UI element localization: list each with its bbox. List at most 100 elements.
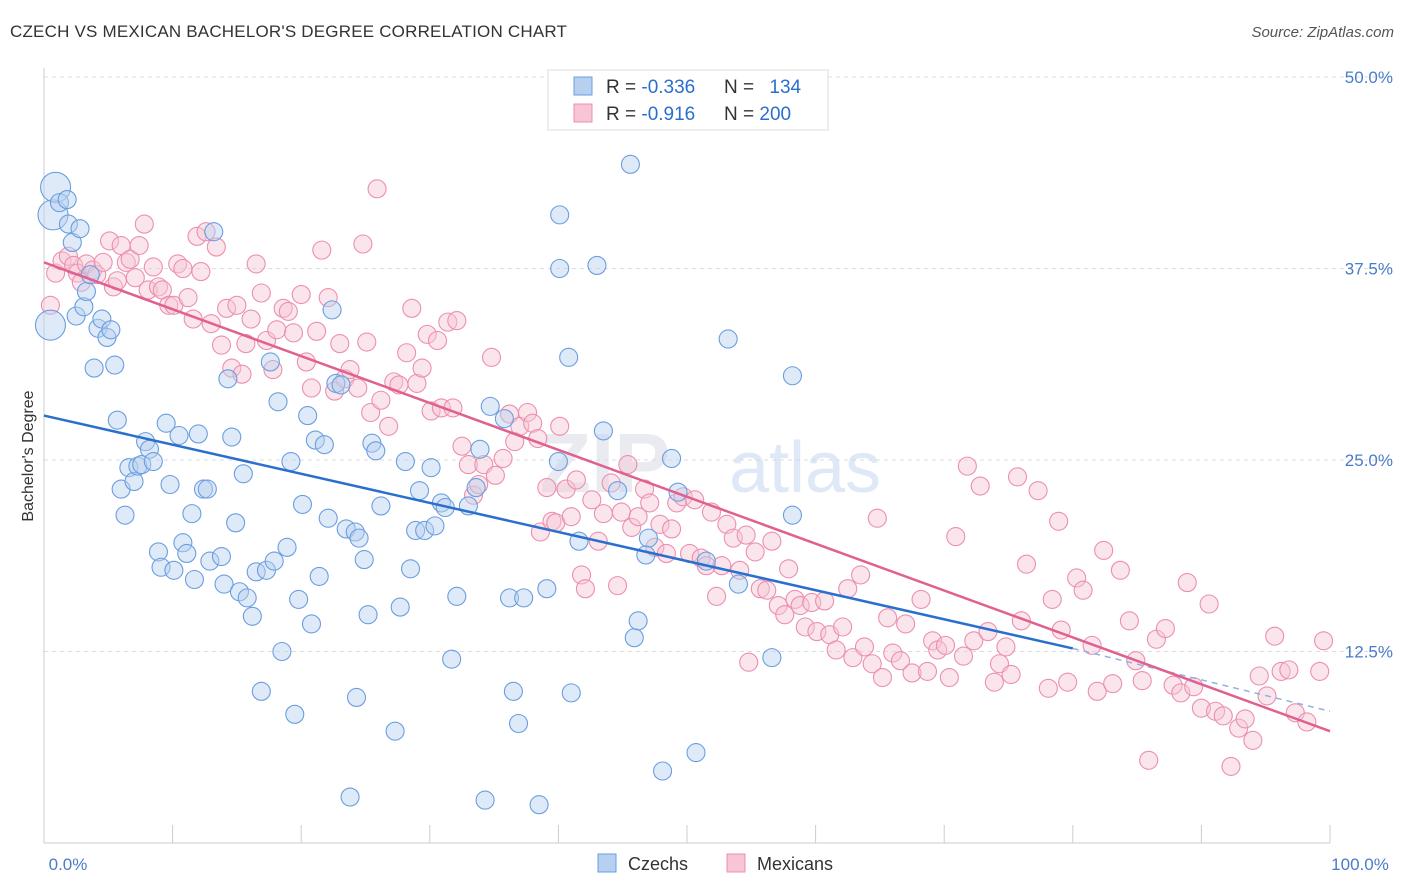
point-mexicans-112 [628,507,648,527]
svg-text:N = 134: N = 134 [724,77,802,98]
point-mexicans-173 [984,672,1004,692]
point-mexicans-140 [785,589,805,609]
point-mexicans-183 [1049,511,1069,531]
legend-n-label-czechs: N = [724,77,759,98]
point-mexicans-159 [896,614,916,634]
point-czechs-5 [58,214,78,234]
point-mexicans-57 [330,334,350,354]
point-mexicans-132 [739,652,759,672]
point-czechs-104 [514,588,534,608]
point-czechs-30 [156,413,176,433]
point-mexicans-95 [537,478,557,498]
point-czechs-40 [197,479,217,499]
point-czechs-128 [782,505,803,525]
point-czechs-114 [608,481,628,501]
point-mexicans-201 [1177,573,1197,593]
point-czechs-105 [529,795,549,815]
y-axis-label: Bachelor's Degree [20,390,37,521]
point-czechs-47 [226,513,246,533]
point-mexicans-32 [196,222,216,242]
point-mexicans-158 [890,651,911,671]
point-mexicans-0 [40,295,60,315]
point-mexicans-34 [206,237,226,257]
point-mexicans-152 [854,637,875,657]
point-mexicans-63 [361,402,381,423]
point-mexicans-41 [241,309,261,329]
point-mexicans-170 [964,631,984,651]
point-mexicans-151 [851,565,871,585]
chart-title: CZECH VS MEXICAN BACHELOR'S DEGREE CORRE… [10,22,568,41]
bottom-legend-mexicans: Mexicans [757,854,833,874]
point-mexicans-135 [757,580,777,600]
legend-swatch-mexicans [573,103,593,123]
point-czechs-27 [143,451,163,472]
point-mexicans-169 [957,456,977,476]
point-mexicans-92 [523,413,543,433]
point-czechs-22 [124,471,144,491]
point-czechs-85 [400,559,421,579]
bottom-legend-swatch-mexicans [726,853,746,873]
point-czechs-124 [718,329,738,349]
point-czechs-84 [395,451,415,472]
point-czechs-17 [105,355,125,375]
point-mexicans-190 [1094,540,1114,560]
point-mexicans-198 [1155,618,1175,639]
point-mexicans-206 [1213,706,1233,726]
point-czechs-129 [548,451,568,472]
point-czechs-131 [346,687,367,708]
point-czechs-89 [421,458,441,478]
point-mexicans-101 [566,470,586,490]
point-czechs-88 [415,520,435,541]
point-czechs-53 [251,681,271,701]
bottom-legend: Czechs Mexicans [597,853,833,874]
point-mexicans-69 [397,343,417,363]
point-czechs-65 [301,614,322,634]
point-czechs-117 [628,611,648,631]
point-czechs-11 [80,265,100,285]
point-mexicans-177 [1007,467,1028,487]
point-czechs-115 [620,154,640,174]
point-czechs-49 [233,464,253,484]
point-mexicans-48 [278,301,298,321]
legend-swatch-czechs [573,76,593,96]
point-mexicans-19 [134,214,154,234]
point-mexicans-91 [517,402,538,423]
point-mexicans-71 [407,373,427,393]
point-mexicans-60 [348,378,368,398]
trend-lines [43,261,1331,733]
point-mexicans-131 [736,525,756,545]
point-czechs-52 [246,562,266,582]
svg-text:R = -0.916: R = -0.916 [606,104,695,125]
point-czechs-120 [662,448,682,469]
point-mexicans-195 [1132,671,1152,691]
point-mexicans-116 [650,514,670,534]
bottom-legend-czechs: Czechs [628,854,688,874]
legend-n-label-mexicans: N = [724,104,759,125]
point-mexicans-62 [357,332,377,352]
point-mexicans-27 [173,258,193,279]
point-czechs-113 [593,421,613,441]
point-czechs-10 [76,281,96,302]
point-mexicans-157 [883,643,903,663]
point-mexicans-49 [283,323,304,343]
trend-dashed-mexicans [1072,647,1331,712]
legend-box [547,69,829,131]
point-czechs-51 [242,606,262,626]
point-czechs-67 [309,566,329,586]
point-czechs-122 [686,743,706,763]
point-czechs-87 [409,481,430,501]
point-czechs-59 [277,537,297,557]
point-czechs-125 [728,574,748,594]
legend-r-label-mexicans: R = [606,104,641,125]
point-mexicans-18 [129,235,149,256]
point-czechs-74 [340,787,360,807]
point-czechs-33 [169,425,189,446]
point-czechs-41 [200,551,220,571]
point-mexicans-175 [996,637,1016,657]
trend-line-mexicans [43,261,1331,733]
y-tick-label-0: 12.5% [1345,643,1393,662]
point-czechs-119 [653,761,673,781]
point-mexicans-86 [485,465,505,485]
point-czechs-48 [229,582,250,602]
